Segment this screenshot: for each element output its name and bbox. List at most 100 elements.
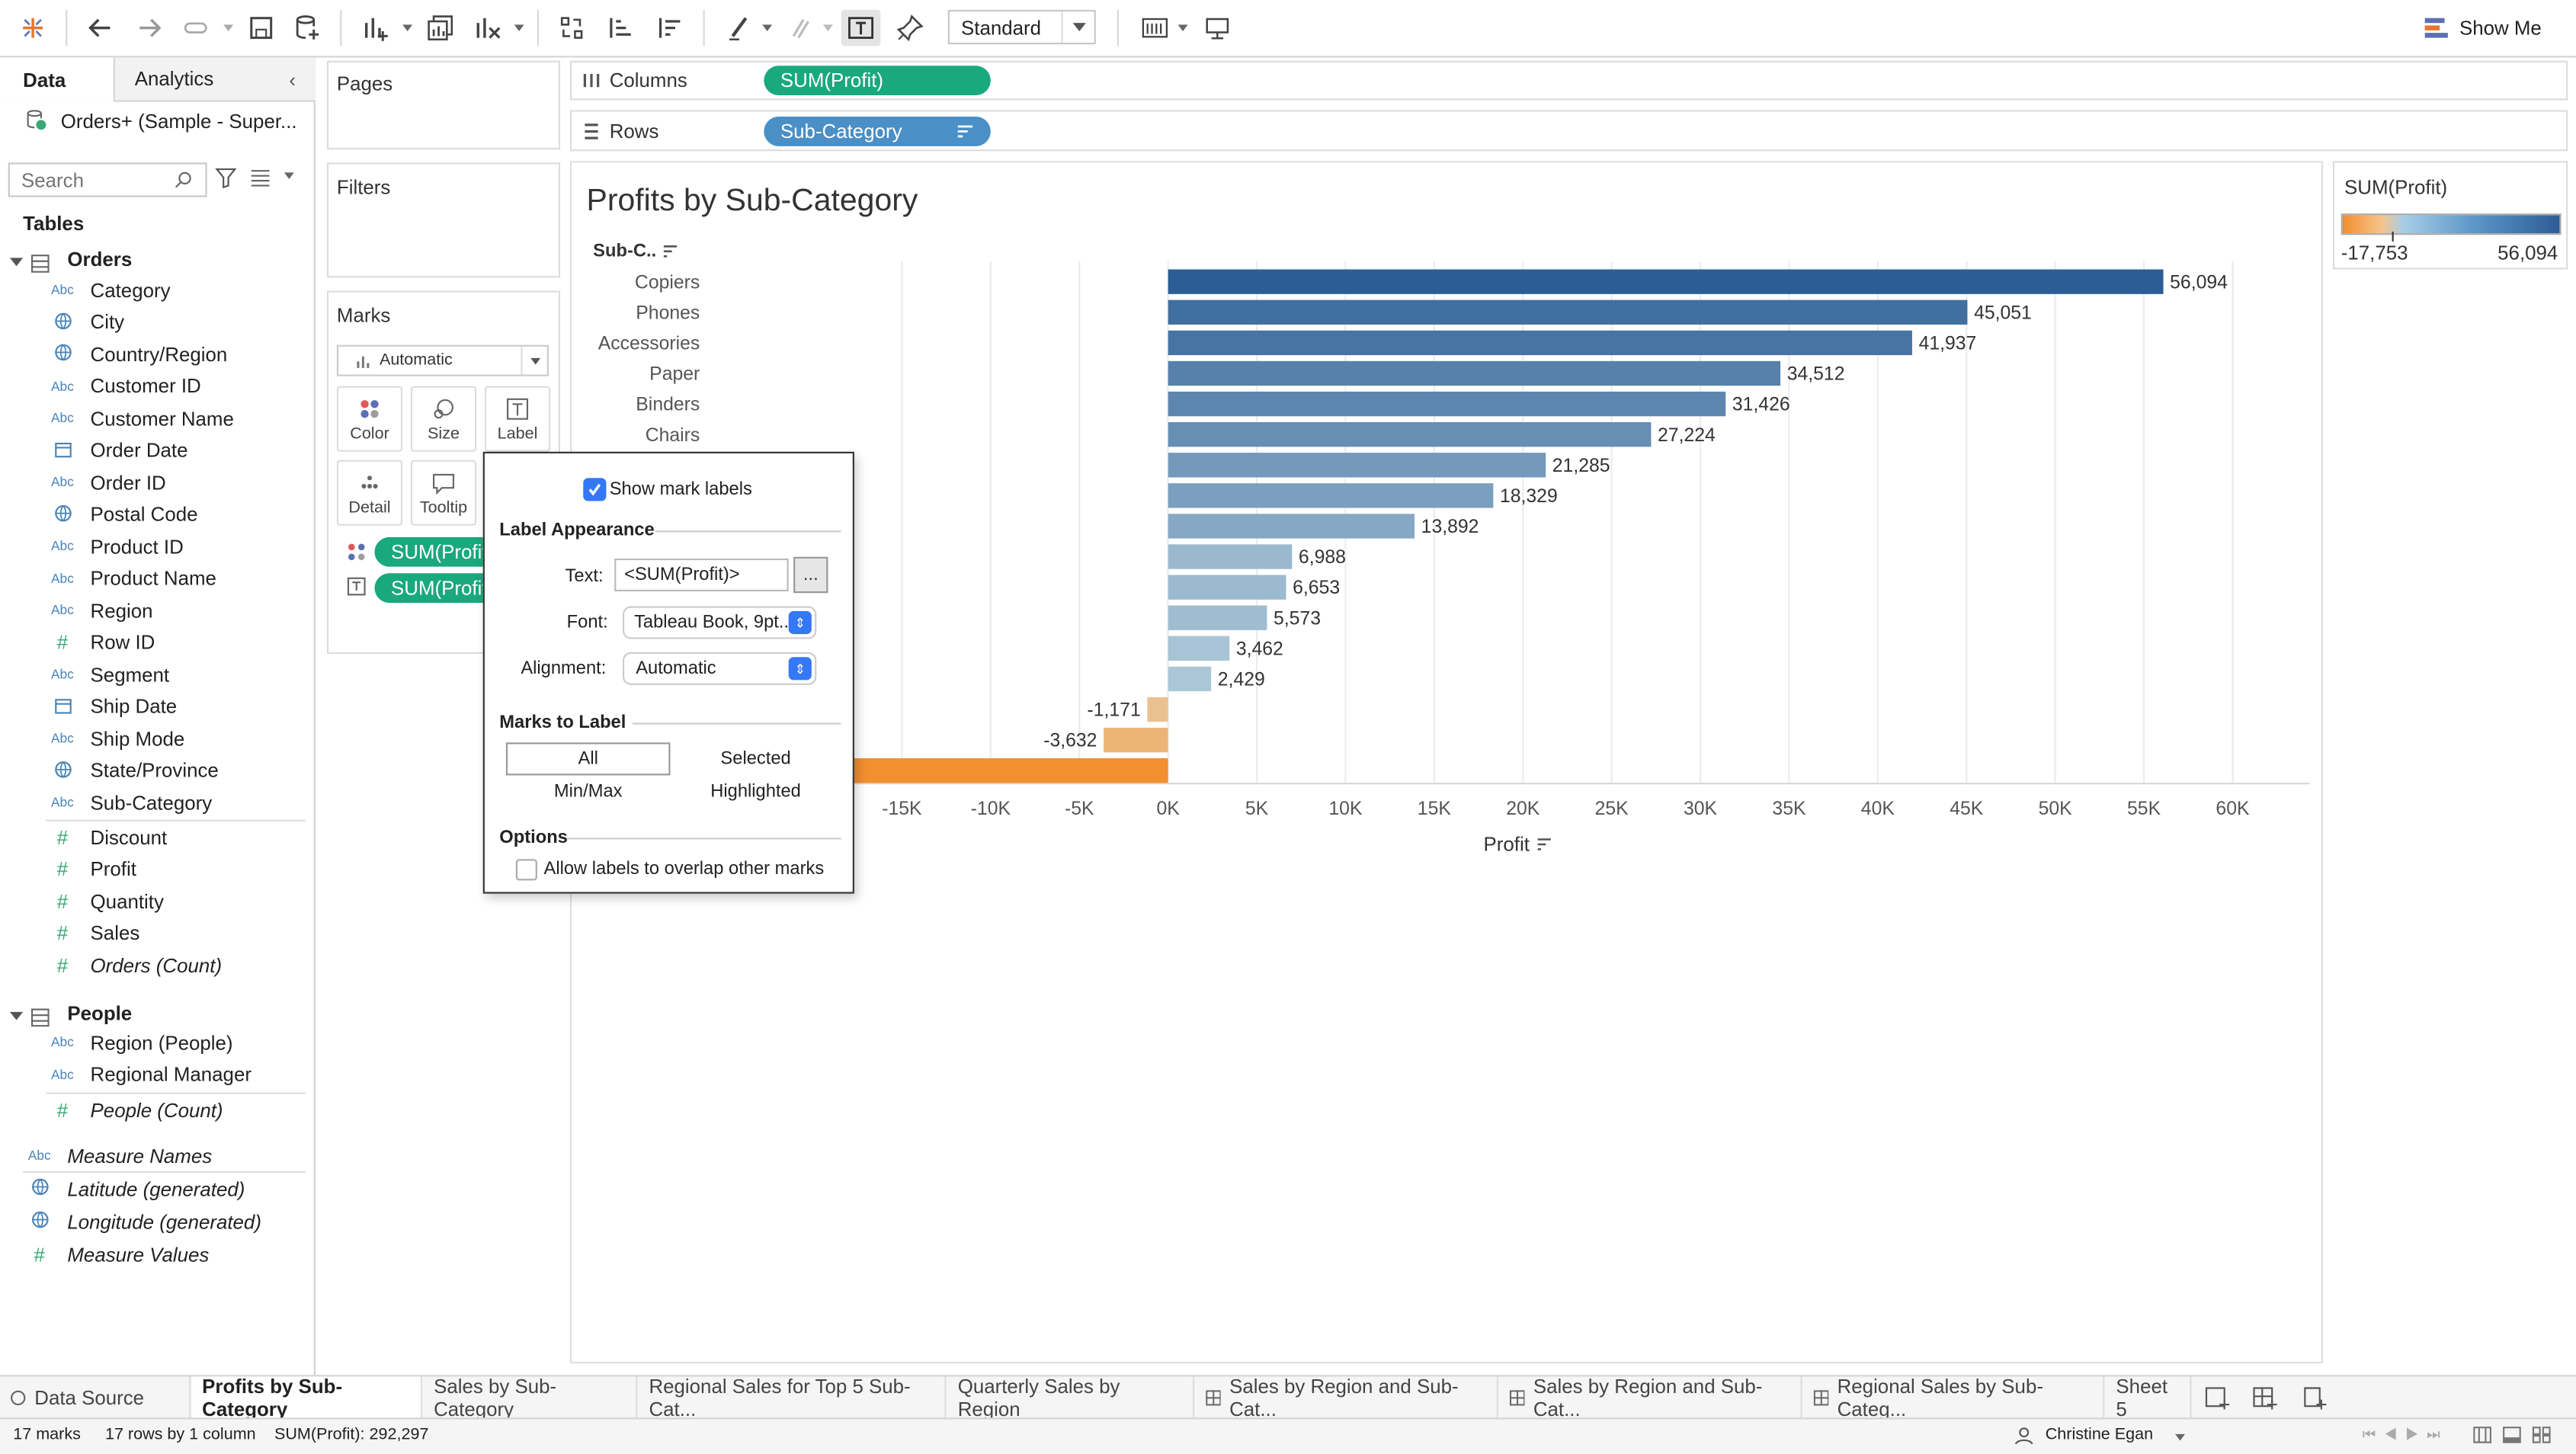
tabs-icon[interactable] [2502, 1426, 2522, 1444]
bar-phones[interactable] [1168, 299, 1968, 325]
field-item[interactable]: # Profit [0, 854, 312, 885]
color-button[interactable]: Color [336, 386, 403, 452]
table-people[interactable]: People [67, 1001, 133, 1026]
save-icon[interactable] [243, 10, 279, 46]
swap-rows-columns-icon[interactable] [553, 10, 589, 46]
show-mark-labels-icon[interactable] [841, 9, 881, 46]
selected-option[interactable]: Selected [720, 748, 791, 769]
user-name[interactable]: Christine Egan [2045, 1426, 2154, 1444]
tab-profits-by-sub-category[interactable]: Profits by Sub-Category [192, 1375, 422, 1421]
field-item[interactable]: Abc Customer Name [0, 402, 312, 434]
user-menu-chevron-icon[interactable] [2175, 1433, 2185, 1441]
show-cards-icon[interactable] [1133, 10, 1176, 46]
tab-regional-sales-top5[interactable]: Regional Sales for Top 5 Sub-Cat... [639, 1375, 947, 1421]
tab-data[interactable]: Data [0, 57, 115, 102]
text-field[interactable]: <SUM(Profit)> [614, 558, 789, 592]
field-item[interactable]: Ship Date [0, 690, 312, 722]
color-legend[interactable]: SUM(Profit) -17,753 56,094 [2332, 161, 2568, 270]
x-axis-title[interactable]: Profit [1484, 833, 1553, 856]
field-item[interactable]: Abc Category [0, 274, 312, 306]
field-item[interactable]: # People (Count) [0, 1094, 312, 1126]
tab-analytics[interactable]: Analytics [114, 57, 316, 101]
field-item[interactable]: Abc Product Name [0, 562, 312, 594]
fit-dropdown[interactable]: Standard [947, 9, 1096, 45]
new-worksheet-icon[interactable] [358, 10, 394, 46]
tab-sales-region-subcat-2[interactable]: Sales by Region and Sub-Cat... [1500, 1375, 1802, 1421]
bar-row-14[interactable] [1168, 666, 1212, 692]
field-item[interactable]: Abc Segment [0, 658, 312, 690]
group-members-icon[interactable] [780, 10, 816, 46]
row-label[interactable]: Accessories [598, 333, 700, 354]
highlighted-option[interactable]: Highlighted [710, 782, 801, 802]
bar-row-9[interactable] [1168, 514, 1415, 539]
sheet-nav-icons[interactable]: ⏮◀▶⏭ [2362, 1426, 2449, 1443]
tab-regional-sales-subcat[interactable]: Regional Sales by Sub-Categ... [1804, 1375, 2105, 1421]
bar-row-12[interactable] [1168, 605, 1267, 630]
new-sheet-icon[interactable] [2205, 1385, 2231, 1416]
bar-row-7[interactable] [1168, 453, 1546, 478]
detail-button[interactable]: Detail [336, 460, 403, 526]
sorter-icon[interactable] [2532, 1426, 2552, 1444]
bar-accessories[interactable] [1168, 330, 1912, 356]
size-button[interactable]: Size [410, 386, 477, 452]
field-item[interactable]: Abc Region [0, 594, 312, 626]
highlight-icon[interactable] [721, 10, 757, 46]
field-item[interactable]: Abc Customer ID [0, 370, 312, 402]
new-datasource-icon[interactable] [289, 10, 325, 46]
field-item[interactable]: # Measure Values [0, 1238, 312, 1270]
duplicate-sheet-icon[interactable] [422, 10, 458, 46]
label-button[interactable]: Label [484, 386, 551, 452]
field-item[interactable]: # Orders (Count) [0, 950, 312, 981]
field-item[interactable]: # Quantity [0, 886, 312, 917]
tab-sheet-5[interactable]: Sheet 5 [2106, 1375, 2192, 1421]
bar-row-8[interactable] [1168, 483, 1494, 508]
row-label[interactable]: Paper [649, 364, 700, 385]
tab-quarterly-sales[interactable]: Quarterly Sales by Region [948, 1375, 1195, 1421]
field-item[interactable]: # Discount [0, 821, 312, 853]
sort-descending-icon[interactable] [652, 10, 688, 46]
undo-icon[interactable] [82, 10, 118, 46]
font-dropdown[interactable]: Tableau Book, 9pt... ⇕ [624, 607, 815, 638]
bar-row-11[interactable] [1168, 575, 1286, 600]
bar-row-13[interactable] [1168, 636, 1230, 661]
sort-ascending-icon[interactable] [603, 10, 639, 46]
tab-sales-region-subcat-1[interactable]: Sales by Region and Sub-Cat... [1196, 1375, 1498, 1421]
bar-binders[interactable] [1168, 391, 1726, 417]
text-edit-button[interactable]: ... [793, 556, 828, 594]
pages-shelf[interactable]: Pages [326, 60, 561, 150]
search-field[interactable] [8, 162, 207, 197]
replay-icon[interactable] [178, 10, 217, 46]
field-item[interactable]: Abc Product ID [0, 530, 312, 562]
field-item[interactable]: # Row ID [0, 626, 312, 658]
field-item[interactable]: Abc Ship Mode [0, 722, 312, 754]
minmax-option[interactable]: Min/Max [553, 782, 623, 802]
filter-icon[interactable] [215, 168, 237, 194]
datasource-name[interactable]: Orders+ (Sample - Super... [60, 110, 297, 133]
expand-people-icon[interactable] [9, 1011, 24, 1020]
mark-type-dropdown[interactable]: Automatic [336, 344, 549, 376]
bar-paper[interactable] [1168, 360, 1781, 386]
field-item[interactable]: State/Province [0, 755, 312, 786]
alignment-dropdown[interactable]: Automatic ⇕ [624, 653, 815, 684]
field-item[interactable]: City [0, 306, 312, 338]
filmstrip-icon[interactable] [2472, 1426, 2492, 1444]
bar-chairs[interactable] [1168, 421, 1652, 447]
bar-row-17[interactable] [853, 758, 1168, 783]
field-item[interactable]: Longitude (generated) [0, 1206, 312, 1237]
field-item[interactable]: Abc Sub-Category [0, 787, 312, 818]
row-label[interactable]: Copiers [635, 272, 700, 293]
new-dashboard-icon[interactable] [2252, 1385, 2278, 1416]
presentation-mode-icon[interactable] [1197, 10, 1237, 46]
tab-sales-by-sub-category[interactable]: Sales by Sub-Category [424, 1375, 638, 1421]
columns-shelf[interactable]: Columns SUM(Profit) [569, 60, 2568, 101]
tab-data-source[interactable]: Data Source [0, 1376, 191, 1420]
tableau-logo-icon[interactable] [17, 10, 50, 46]
field-item[interactable]: Abc Measure Names [0, 1140, 312, 1171]
bar-row-16[interactable] [1104, 727, 1168, 753]
view-mode-icons[interactable] [2472, 1426, 2551, 1444]
view-options-icon[interactable] [250, 168, 271, 194]
bar-row-15[interactable] [1147, 697, 1168, 722]
expand-orders-icon[interactable] [9, 258, 24, 267]
field-item[interactable]: # Sales [0, 918, 312, 949]
row-header[interactable]: Sub-C.. [593, 242, 678, 261]
